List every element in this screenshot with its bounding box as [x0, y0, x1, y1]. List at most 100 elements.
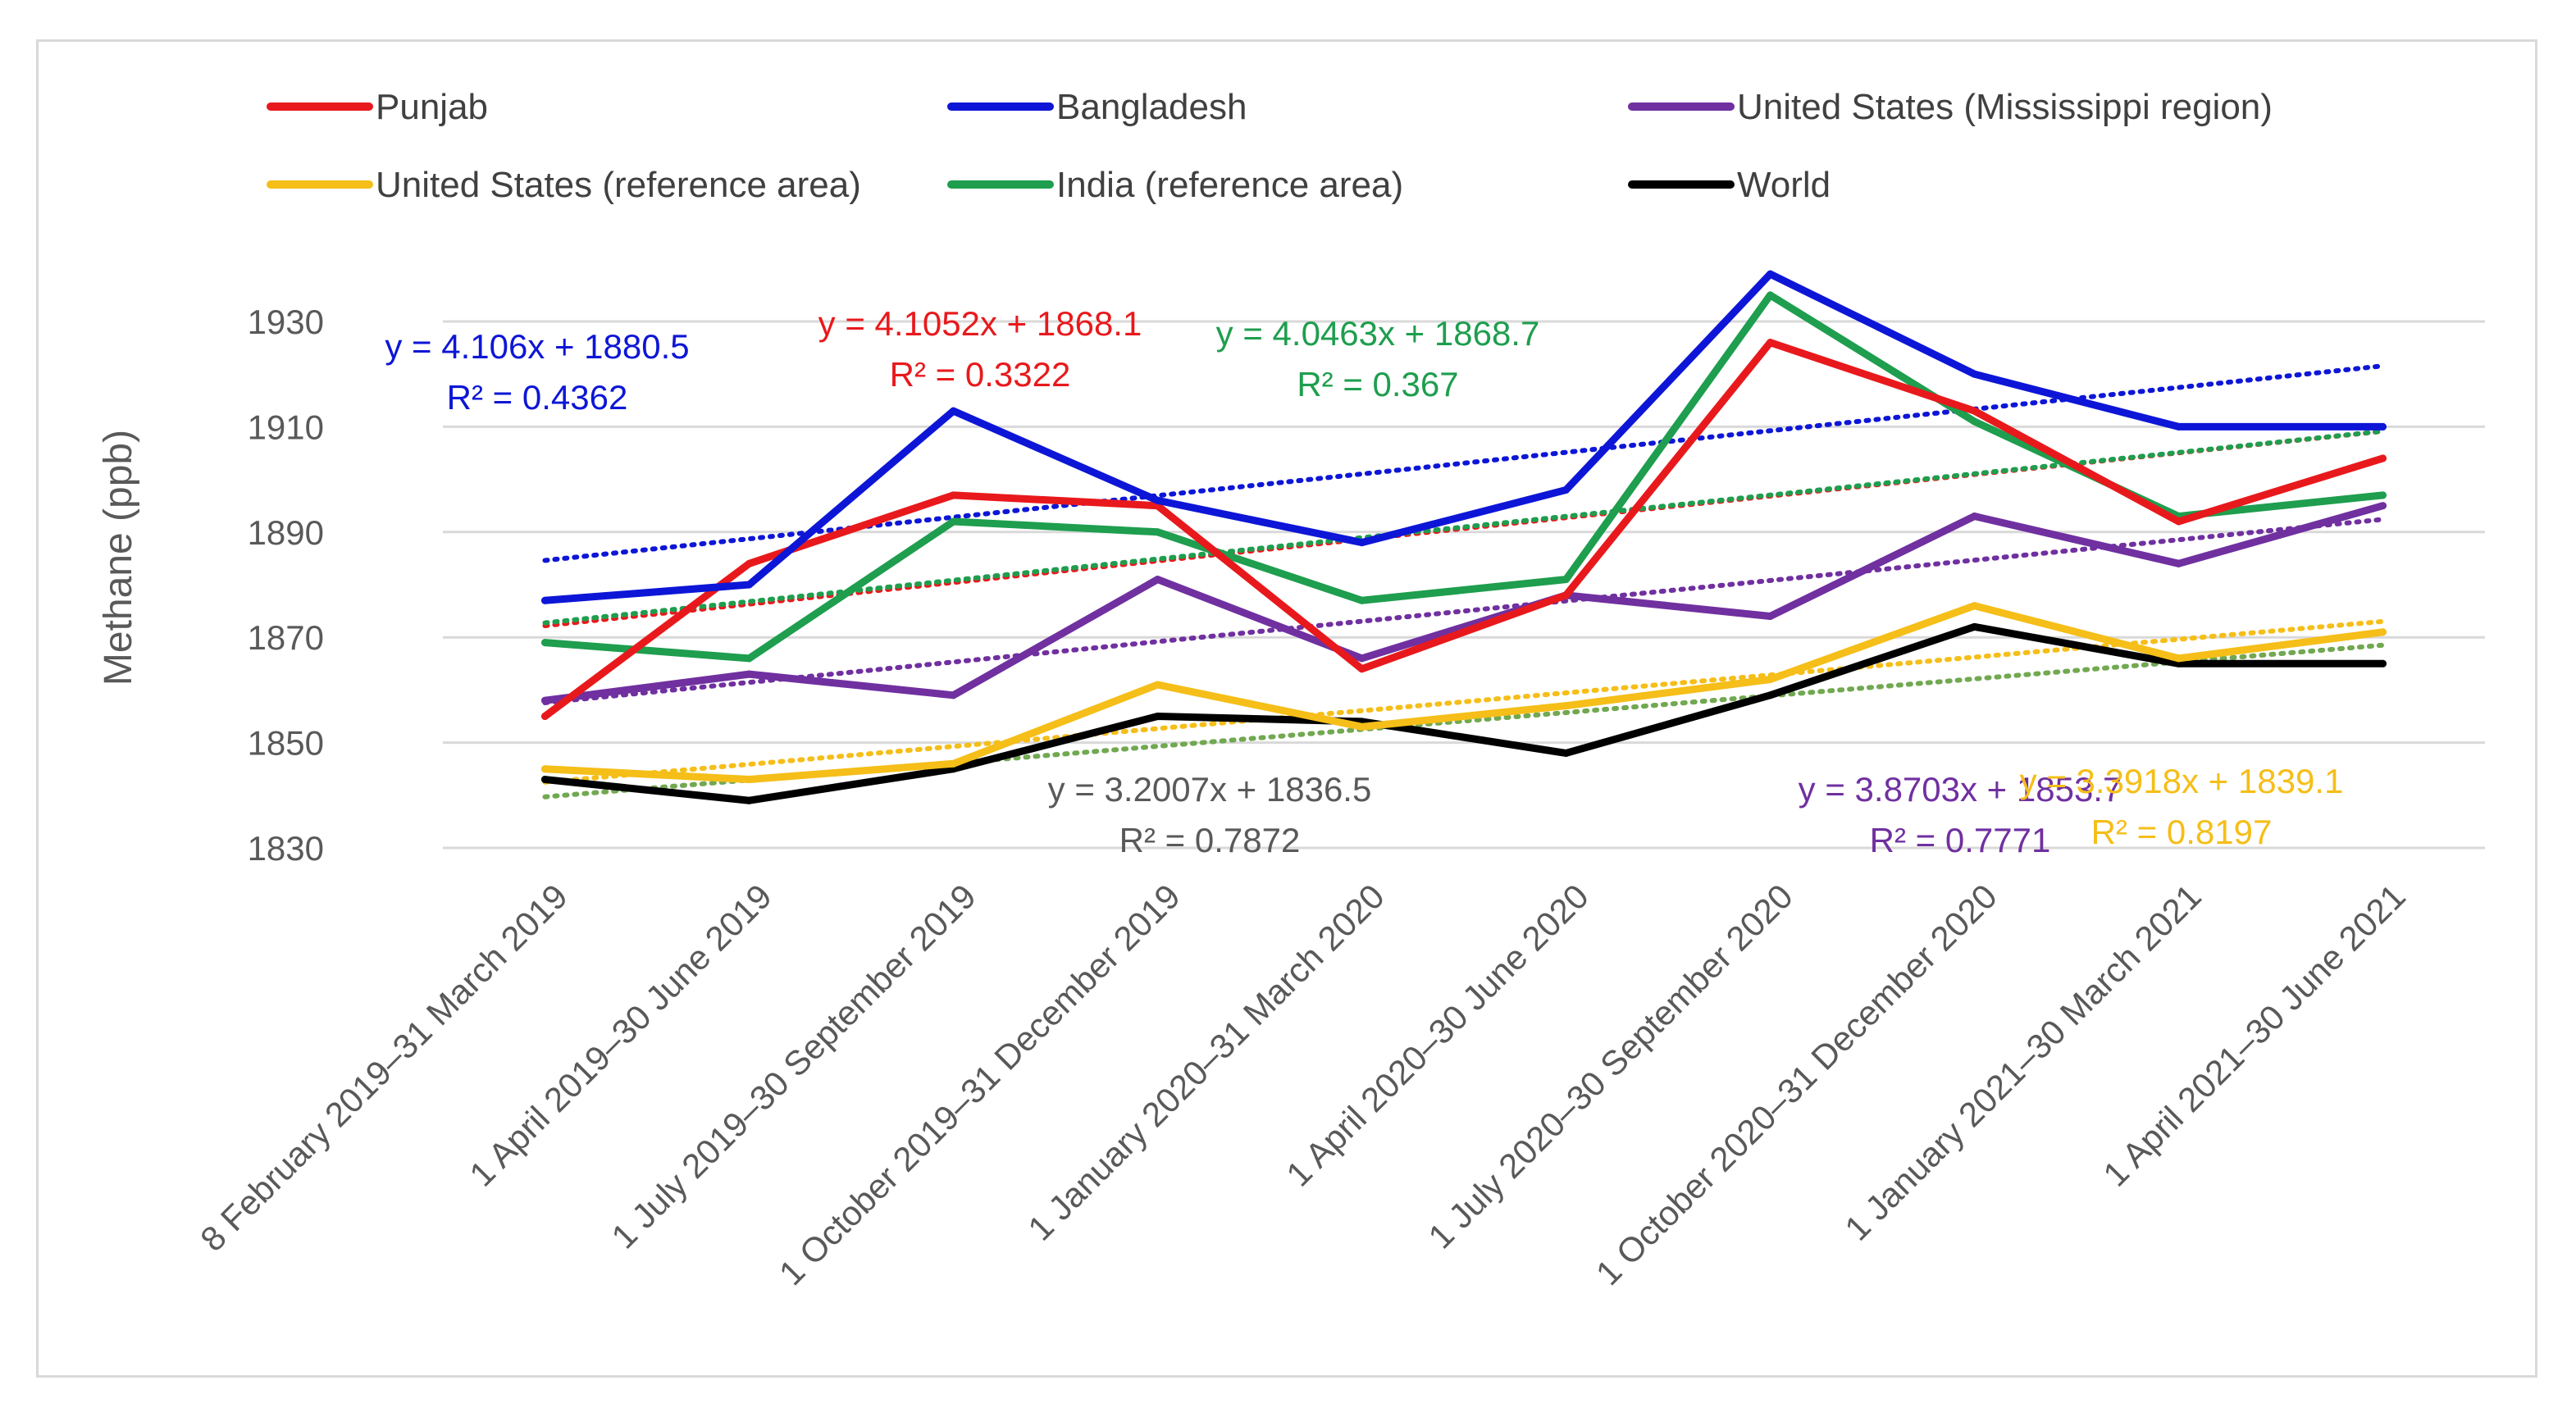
data-point-india-reference-area	[1154, 528, 1161, 536]
trendline-united-states-reference-area	[542, 618, 2386, 785]
data-point-punjab	[541, 713, 549, 720]
data-point-bangladesh	[1358, 539, 1366, 547]
data-point-united-states-mississippi-region	[2175, 559, 2182, 567]
data-point-punjab	[1971, 407, 1978, 415]
data-point-united-states-reference-area	[1971, 602, 1978, 610]
x-tick-label: 1 July 2020–30 September 2020	[1420, 877, 1800, 1256]
data-point-united-states-reference-area	[541, 765, 549, 773]
data-point-india-reference-area	[2379, 491, 2387, 499]
data-point-punjab	[950, 491, 957, 499]
data-point-bangladesh	[541, 596, 549, 604]
legend: Punjab Bangladesh United States (Mississip…	[267, 87, 2273, 205]
trendline-r-squared: R² = 0.4362	[447, 378, 628, 417]
legend-label-bangladesh: Bangladesh	[1056, 87, 1247, 127]
data-point-punjab	[1767, 339, 1774, 347]
data-point-united-states-mississippi-region	[1358, 654, 1366, 663]
y-tick-label: 1870	[248, 618, 324, 657]
y-tick-label: 1930	[248, 303, 324, 341]
data-point-world	[1154, 713, 1161, 720]
data-point-bangladesh	[950, 407, 957, 415]
data-point-india-reference-area	[1767, 291, 1774, 299]
trendline-r-squared: R² = 0.7771	[1870, 821, 2051, 859]
trendline-equations: y = 4.106x + 1880.5 R² = 0.4362 y = 4.1052…	[385, 304, 2343, 859]
data-point-world	[745, 796, 753, 804]
data-point-bangladesh	[1971, 370, 1978, 378]
trendline-equation: y = 4.0463x + 1868.7	[1216, 314, 1540, 353]
data-series	[541, 270, 2387, 804]
data-point-india-reference-area	[1562, 576, 1570, 584]
data-point-united-states-reference-area	[950, 759, 957, 768]
data-point-punjab	[1562, 591, 1570, 599]
data-point-united-states-mississippi-region	[1767, 613, 1774, 621]
data-point-bangladesh	[745, 581, 753, 589]
x-tick-label: 1 January 2021–30 March 2021	[1837, 877, 2209, 1248]
data-point-punjab	[1358, 665, 1366, 673]
legend-label-india-reference-area: India (reference area)	[1056, 165, 1403, 205]
data-point-india-reference-area	[950, 517, 957, 526]
y-tick-label: 1890	[248, 513, 324, 552]
series-line-punjab	[541, 339, 2387, 720]
data-point-world	[2379, 659, 2387, 667]
legend-label-punjab: Punjab	[376, 87, 488, 127]
trendline-equation: y = 3.3918x + 1839.1	[2020, 762, 2344, 800]
data-point-world	[1971, 622, 1978, 631]
data-point-united-states-reference-area	[1767, 676, 1774, 684]
data-point-united-states-mississippi-region	[745, 670, 753, 678]
trendline-r-squared: R² = 0.3322	[890, 355, 1071, 394]
data-point-united-states-reference-area	[745, 776, 753, 784]
data-point-bangladesh	[2379, 422, 2387, 431]
trendline-r-squared: R² = 0.367	[1297, 365, 1458, 403]
x-tick-label: 1 October 2019–31 December 2019	[772, 877, 1188, 1292]
y-tick-label: 1910	[248, 408, 324, 446]
data-point-india-reference-area	[1358, 596, 1366, 604]
data-point-india-reference-area	[745, 654, 753, 663]
y-tick-label: 1850	[248, 724, 324, 763]
trendline-united-states-mississippi-region	[542, 517, 2386, 705]
data-point-united-states-mississippi-region	[950, 691, 957, 699]
x-tick-label: 1 January 2020–31 March 2020	[1020, 877, 1392, 1248]
legend-label-world: World	[1737, 165, 1831, 205]
data-point-united-states-reference-area	[1562, 702, 1570, 710]
series-line-bangladesh	[541, 270, 2387, 604]
data-point-bangladesh	[1562, 485, 1570, 494]
data-point-punjab	[2379, 454, 2387, 462]
x-tick-label: 8 February 2019–31 March 2019	[193, 877, 575, 1259]
series-line-united-states-reference-area	[541, 602, 2387, 784]
data-point-india-reference-area	[1971, 417, 1978, 426]
data-point-united-states-reference-area	[1154, 681, 1161, 689]
trendlines	[542, 363, 2386, 800]
data-point-united-states-reference-area	[1358, 722, 1366, 731]
data-point-world	[541, 776, 549, 784]
data-point-united-states-mississippi-region	[2379, 502, 2387, 510]
legend-label-united-states-reference-area: United States (reference area)	[376, 165, 861, 205]
legend-label-united-states-mississippi-region: United States (Mississippi region)	[1737, 87, 2273, 127]
y-axis-title: Methane (ppb)	[97, 430, 140, 686]
data-point-punjab	[745, 559, 753, 567]
trendline-equation: y = 3.8703x + 1853.7	[1799, 770, 2122, 809]
data-point-united-states-mississippi-region	[541, 696, 549, 704]
data-point-united-states-reference-area	[2175, 654, 2182, 663]
data-point-bangladesh	[1767, 270, 1774, 278]
trendline-r-squared: R² = 0.7872	[1119, 821, 1301, 859]
data-point-united-states-mississippi-region	[1154, 576, 1161, 584]
data-point-bangladesh	[1154, 496, 1161, 504]
trendline-equation: y = 4.1052x + 1868.1	[818, 304, 1142, 343]
trendline-equation: y = 3.2007x + 1836.5	[1048, 770, 1372, 809]
series-line-world	[541, 622, 2387, 804]
data-point-world	[1767, 691, 1774, 699]
x-tick-label: 1 July 2019–30 September 2019	[604, 877, 983, 1256]
y-axis-ticks: 1830 1850 1870 1890 1910 1930	[248, 303, 324, 868]
series-line-united-states-mississippi-region	[541, 502, 2387, 704]
data-point-punjab	[2175, 517, 2182, 526]
x-tick-label: 1 October 2020–31 December 2020	[1589, 877, 2004, 1292]
trendline-equation: y = 4.106x + 1880.5	[385, 327, 689, 366]
data-point-world	[1562, 749, 1570, 757]
data-point-india-reference-area	[541, 639, 549, 647]
data-point-united-states-mississippi-region	[1971, 513, 1978, 521]
data-point-bangladesh	[2175, 422, 2182, 431]
y-tick-label: 1830	[248, 829, 324, 868]
data-point-united-states-reference-area	[2379, 628, 2387, 636]
trendline-r-squared: R² = 0.8197	[2091, 813, 2273, 851]
